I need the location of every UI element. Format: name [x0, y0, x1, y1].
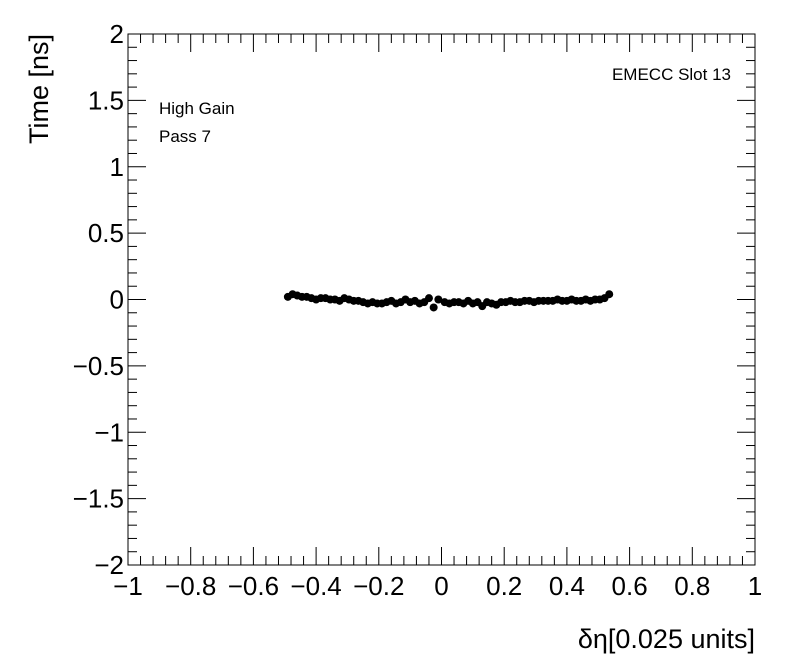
x-tick-label: −0.2 — [353, 571, 404, 601]
x-tick-label: 0 — [434, 571, 448, 601]
x-tick-label: 0.6 — [612, 571, 648, 601]
y-axis-title: Time [ns] — [24, 34, 54, 144]
tick-labels: −1 −0.8 −0.6 −0.4 −0.2 0 0.2 0.4 0.6 0.8 1 −2 −1.5 −1… — [73, 19, 763, 601]
data-point — [424, 294, 433, 303]
tick-marks — [127, 33, 756, 566]
y-tick-label: 0 — [110, 285, 124, 315]
y-tick-label: 2 — [110, 19, 124, 49]
y-tick-label: 1 — [110, 152, 124, 182]
x-tick-label: −1 — [113, 571, 143, 601]
data-point — [429, 303, 438, 312]
x-tick-label: 0.2 — [486, 571, 522, 601]
y-tick-label: 1.5 — [88, 85, 124, 115]
y-tick-label: 0.5 — [88, 218, 124, 248]
data-point — [605, 290, 614, 299]
x-tick-label: −0.6 — [228, 571, 279, 601]
data-point — [434, 295, 443, 304]
x-axis-title: δη[0.025 units] — [578, 624, 755, 654]
y-tick-label: −1.5 — [73, 484, 124, 514]
annotation-slot: EMECC Slot 13 — [612, 65, 731, 84]
x-tick-label: 0.8 — [674, 571, 710, 601]
annotation-gain: High Gain — [159, 99, 235, 118]
y-tick-label: −0.5 — [73, 351, 124, 381]
x-tick-label: 0.4 — [549, 571, 585, 601]
x-tick-label: 1 — [748, 571, 762, 601]
x-tick-label: −0.8 — [165, 571, 216, 601]
annotation-pass: Pass 7 — [159, 127, 211, 146]
plot-frame — [127, 33, 756, 566]
y-tick-label: −1 — [94, 417, 124, 447]
y-tick-label: −2 — [94, 550, 124, 580]
data-markers — [283, 290, 614, 312]
x-tick-label: −0.4 — [290, 571, 341, 601]
